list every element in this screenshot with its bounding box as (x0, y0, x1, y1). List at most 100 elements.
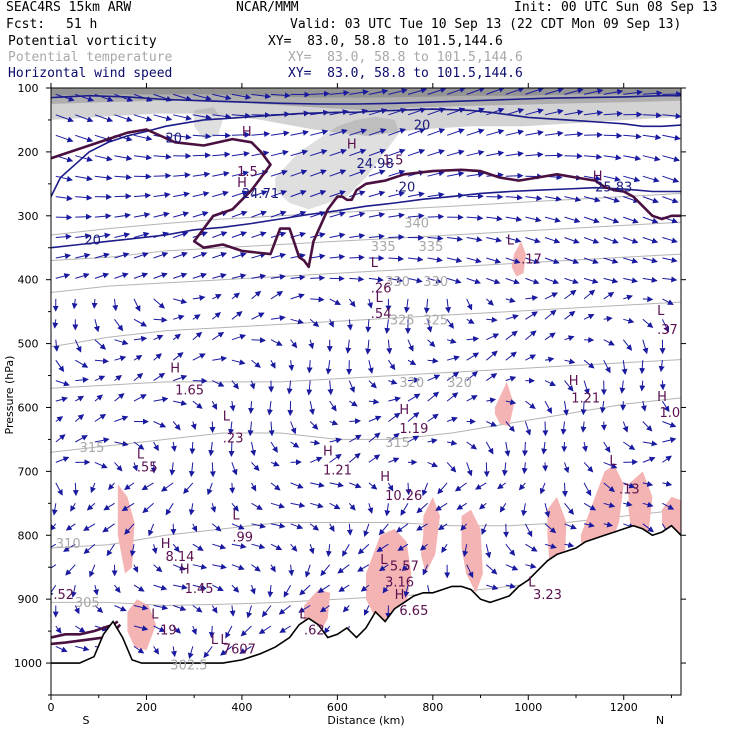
y-tick-label: 900 (18, 593, 39, 606)
wind-vector (378, 523, 389, 536)
wind-vector (231, 231, 248, 238)
wind-vector (525, 237, 541, 244)
pv-extremum-label: .23 (223, 432, 244, 447)
wind-vector (623, 482, 636, 489)
wind-vector (83, 523, 96, 531)
wind-vector (486, 257, 502, 264)
wind-vector (160, 482, 174, 492)
x-tick-label: 200 (136, 701, 157, 714)
wind-vector (286, 380, 293, 395)
wind-vector (306, 360, 313, 374)
wind-vector (662, 113, 681, 120)
wind-vector (544, 257, 560, 265)
wind-vector (505, 297, 516, 303)
wind-vector (407, 88, 428, 95)
wind-vector (220, 646, 233, 656)
wind-vector (623, 216, 639, 224)
wind-vector (270, 92, 291, 99)
wind-vector (584, 131, 603, 138)
wind-contour-1 (51, 108, 681, 197)
wind-vector (173, 298, 188, 305)
wind-vector (564, 542, 575, 548)
wind-vector (564, 109, 584, 116)
pv-extremum-label: 1.21 (571, 391, 600, 406)
wind-vector (320, 564, 331, 577)
pv-extremum-label: L (232, 508, 240, 523)
y-tick-label: 400 (18, 274, 39, 287)
wind-vector (659, 380, 666, 391)
wind-label: 20 (166, 131, 183, 146)
wind-vector (623, 441, 636, 451)
wind-vector (310, 275, 326, 282)
wind-vector (114, 174, 133, 181)
pv-extremum-label: L (657, 304, 665, 319)
wind-vector (228, 441, 235, 457)
wind-vector (231, 252, 247, 259)
wind-vector (212, 331, 225, 341)
isentrope-325 (51, 301, 681, 348)
wind-vector (309, 318, 320, 328)
wind-vector (525, 216, 542, 223)
wind-vector (172, 625, 181, 634)
wind-vector (231, 359, 246, 366)
pv-extremum-label: 1.65 (175, 384, 204, 399)
pv-extremum-label: H (170, 361, 180, 376)
wind-vector (368, 233, 385, 240)
wind-vector (346, 523, 353, 536)
wind-vector (348, 380, 355, 393)
wind-vector (525, 277, 540, 285)
wind-vector (466, 107, 485, 116)
wind-vector (270, 169, 288, 177)
wind-vector (525, 330, 537, 341)
wind-vector (270, 210, 287, 218)
wind-vector (504, 441, 511, 457)
wind-vector (328, 319, 334, 328)
wind-vector (132, 462, 138, 472)
wind-vector (124, 482, 135, 490)
wind-vector (623, 175, 641, 183)
wind-vector (74, 339, 82, 353)
x-tick-label: 600 (327, 701, 348, 714)
wind-vector (446, 355, 460, 362)
wind-vector (212, 93, 232, 101)
wind-vector (419, 543, 428, 551)
wind-vector (544, 309, 557, 320)
wind-vector (603, 521, 614, 528)
wind-vector (94, 339, 107, 350)
wind-vector (642, 216, 659, 224)
wind-vector (270, 315, 286, 321)
wind-vector (600, 421, 607, 431)
wind-vector (151, 544, 158, 555)
wind-vector (505, 88, 525, 95)
pv-extremum-label: L (380, 553, 388, 568)
wind-label: 24.98 (357, 157, 394, 172)
wind-vector (231, 210, 248, 218)
wind-vector (153, 153, 172, 160)
wind-vector (290, 543, 298, 552)
wind-vector (603, 154, 622, 161)
wind-vector (661, 400, 670, 413)
wind-vector (212, 584, 224, 591)
wind-vector (427, 213, 445, 220)
wind-vector (70, 584, 77, 598)
wind-vector (55, 273, 71, 279)
wind-vector (642, 318, 654, 329)
wind-vector (437, 523, 448, 531)
terrain (51, 524, 681, 695)
wind-vector (203, 646, 213, 659)
wind-vector (290, 149, 309, 157)
x-tick-label: 1200 (610, 701, 638, 714)
wind-vector (231, 93, 252, 100)
wind-vector (397, 543, 409, 551)
wind-vector (114, 462, 123, 472)
wind-vector (584, 110, 604, 117)
wind-vector (70, 503, 76, 512)
wind-vector (299, 584, 311, 596)
wind-vector (86, 502, 96, 511)
wind-vector (583, 502, 597, 511)
wind-vector (192, 191, 210, 198)
wind-vector (505, 237, 522, 244)
wind-vector (231, 334, 247, 341)
wind-vector (427, 438, 438, 445)
isentrope-310 (51, 509, 681, 549)
